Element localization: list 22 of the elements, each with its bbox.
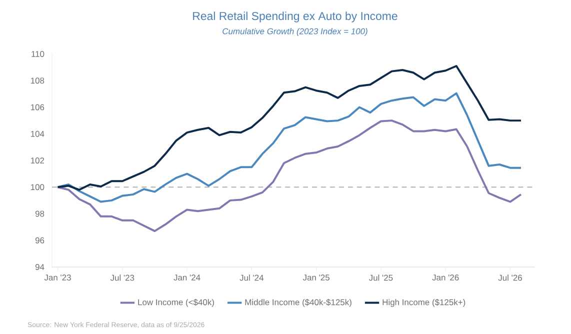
y-tick-label: 110: [32, 51, 44, 57]
x-tick-label: Jan '23: [44, 274, 71, 281]
y-tick-label: 102: [30, 158, 44, 164]
y-tick-label: 108: [30, 78, 44, 84]
x-tick-label: Jan '26: [432, 274, 459, 281]
x-tick-label: Jul '26: [498, 274, 522, 281]
x-tick-label: Jul '24: [240, 274, 264, 281]
x-tick-label: Jul '23: [110, 274, 134, 281]
legend-label: High Income ($125k+): [382, 298, 466, 307]
y-tick-label: 98: [35, 210, 44, 217]
y-tick-label: 96: [35, 237, 44, 244]
legend-label: Low Income (<$40k): [138, 298, 214, 307]
x-tick-label: Jul '25: [368, 274, 393, 281]
chart-subtitle: Cumulative Growth (2023 Index = 100): [222, 28, 368, 36]
chart-title: Real Retail Spending ex Auto by Income: [193, 12, 398, 22]
x-tick-label: Jan '25: [302, 274, 330, 281]
x-tick-label: Jan '24: [174, 274, 200, 281]
y-tick-label: 94: [35, 264, 44, 270]
legend-label: Middle Income ($40k-$125k): [245, 298, 352, 307]
y-tick-label: 100: [30, 184, 44, 190]
y-tick-label: 106: [30, 104, 44, 110]
y-tick-label: 104: [30, 130, 44, 137]
